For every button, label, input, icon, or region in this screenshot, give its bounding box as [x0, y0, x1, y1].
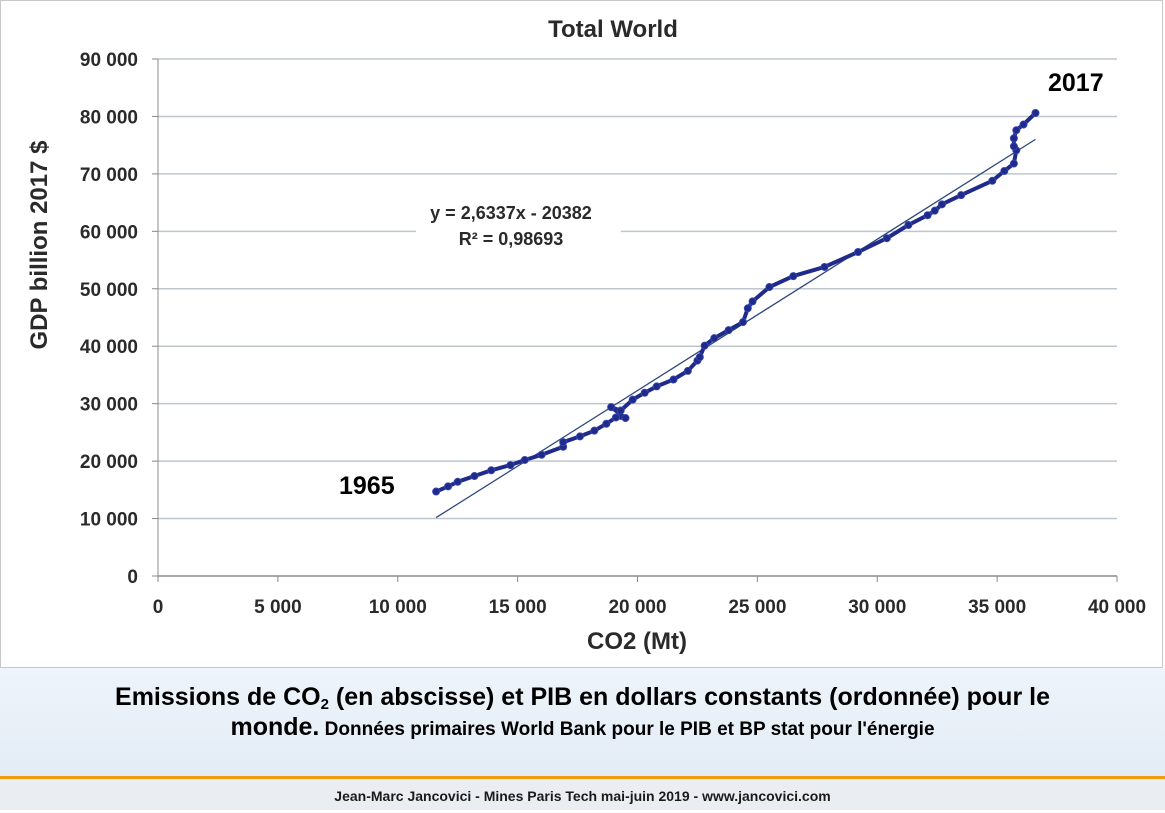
- data-point: [988, 176, 997, 185]
- y-tick-label: 20 000: [80, 452, 138, 473]
- data-point: [537, 450, 546, 459]
- data-point: [607, 403, 616, 412]
- caption-line-2-small: Données primaires World Bank pour le PIB…: [319, 719, 935, 740]
- data-point: [470, 472, 479, 481]
- y-tick-label: 30 000: [80, 395, 138, 416]
- y-tick-label: 10 000: [80, 510, 138, 531]
- y-tick-label: 70 000: [80, 165, 138, 186]
- data-point: [611, 413, 620, 422]
- equation-box: [416, 197, 621, 249]
- data-point: [724, 326, 733, 335]
- data-point: [923, 211, 932, 220]
- data-point: [882, 234, 891, 243]
- data-point: [930, 206, 939, 215]
- caption-part-1: Emissions de CO: [115, 683, 321, 711]
- data-point: [444, 482, 453, 491]
- co2-gdp-chart: Total World 0 10 000 20 000 30 000 40 000 50 …: [26, 16, 1146, 655]
- caption-line-2-bold: monde.: [230, 713, 320, 741]
- footer-credit: Jean-Marc Jancovici - Mines Paris Tech m…: [0, 779, 1165, 810]
- data-point: [1012, 126, 1021, 135]
- x-tick-label: 35 000: [968, 597, 1026, 618]
- data-point: [937, 200, 946, 209]
- y-tick-label: 50 000: [80, 280, 138, 301]
- x-tick-label: 20 000: [608, 597, 666, 618]
- data-point: [559, 438, 568, 447]
- data-point: [789, 272, 798, 281]
- y-tick-labels: 0 10 000 20 000 30 000 40 000 50 000 60 000 70 …: [80, 50, 138, 588]
- x-tick-label: 0: [153, 597, 164, 618]
- x-tick-label: 5 000: [254, 597, 302, 618]
- data-point: [487, 466, 496, 475]
- caption: Emissions de CO2 (en abscisse) et PIB en…: [0, 668, 1165, 776]
- end-year-label: 2017: [1048, 69, 1104, 97]
- data-point: [748, 297, 757, 306]
- grid-lines: [158, 58, 1117, 520]
- data-point: [628, 395, 637, 404]
- data-point: [854, 248, 863, 257]
- data-point: [1000, 167, 1009, 176]
- data-point: [683, 366, 692, 375]
- caption-line-1: Emissions de CO2 (en abscisse) et PIB en…: [0, 682, 1165, 712]
- data-point: [1009, 142, 1018, 151]
- data-point: [1031, 108, 1040, 117]
- data-point: [820, 262, 829, 271]
- x-tick-label: 30 000: [848, 597, 906, 618]
- data-point: [1009, 134, 1018, 143]
- y-axis-label: GDP billion 2017 $: [26, 140, 53, 350]
- data-point: [575, 432, 584, 441]
- data-point: [1009, 159, 1018, 168]
- data-point: [710, 334, 719, 343]
- data-point: [520, 455, 529, 464]
- series-line: [435, 111, 1037, 494]
- axes: [152, 58, 1118, 582]
- data-point: [765, 283, 774, 292]
- caption-part-2: (en abscisse) et PIB en dollars constant…: [328, 683, 1050, 711]
- y-tick-label: 80 000: [80, 107, 138, 128]
- data-point: [743, 304, 752, 313]
- r-squared-label: R² = 0,98693: [459, 229, 564, 249]
- data-point: [602, 419, 611, 428]
- regression-equation: y = 2,6337x - 20382: [430, 203, 592, 223]
- chart-panel: Total World 0 10 000 20 000 30 000 40 000 50 …: [0, 0, 1163, 668]
- data-point: [738, 318, 747, 327]
- x-tick-label: 10 000: [369, 597, 427, 618]
- x-tick-label: 15 000: [489, 597, 547, 618]
- data-point: [652, 382, 661, 391]
- data-series: [432, 108, 1040, 496]
- divider: [0, 776, 1165, 779]
- data-point: [621, 414, 630, 423]
- caption-line-2: monde. Données primaires World Bank pour…: [0, 712, 1165, 745]
- y-tick-label: 0: [127, 567, 138, 588]
- x-axis-label: CO2 (Mt): [587, 628, 687, 655]
- caption-subscript: 2: [320, 696, 329, 713]
- x-tick-label: 25 000: [728, 597, 786, 618]
- data-point: [957, 191, 966, 200]
- start-year-label: 1965: [339, 472, 395, 500]
- data-point: [590, 426, 599, 435]
- data-point: [695, 353, 704, 362]
- x-tick-label: 40 000: [1088, 597, 1146, 618]
- data-point: [904, 221, 913, 230]
- data-point: [700, 341, 709, 350]
- y-tick-label: 40 000: [80, 337, 138, 358]
- y-tick-label: 90 000: [80, 50, 138, 71]
- y-tick-label: 60 000: [80, 222, 138, 243]
- data-point: [506, 461, 515, 470]
- chart-title: Total World: [548, 16, 678, 43]
- data-point: [669, 375, 678, 384]
- data-point: [1019, 120, 1028, 129]
- data-point: [640, 388, 649, 397]
- data-point: [616, 406, 625, 415]
- data-point: [432, 487, 441, 496]
- x-tick-labels: 0 5 000 10 000 15 000 20 000 25 000 30 000 35 0…: [153, 597, 1146, 618]
- data-point: [453, 477, 462, 486]
